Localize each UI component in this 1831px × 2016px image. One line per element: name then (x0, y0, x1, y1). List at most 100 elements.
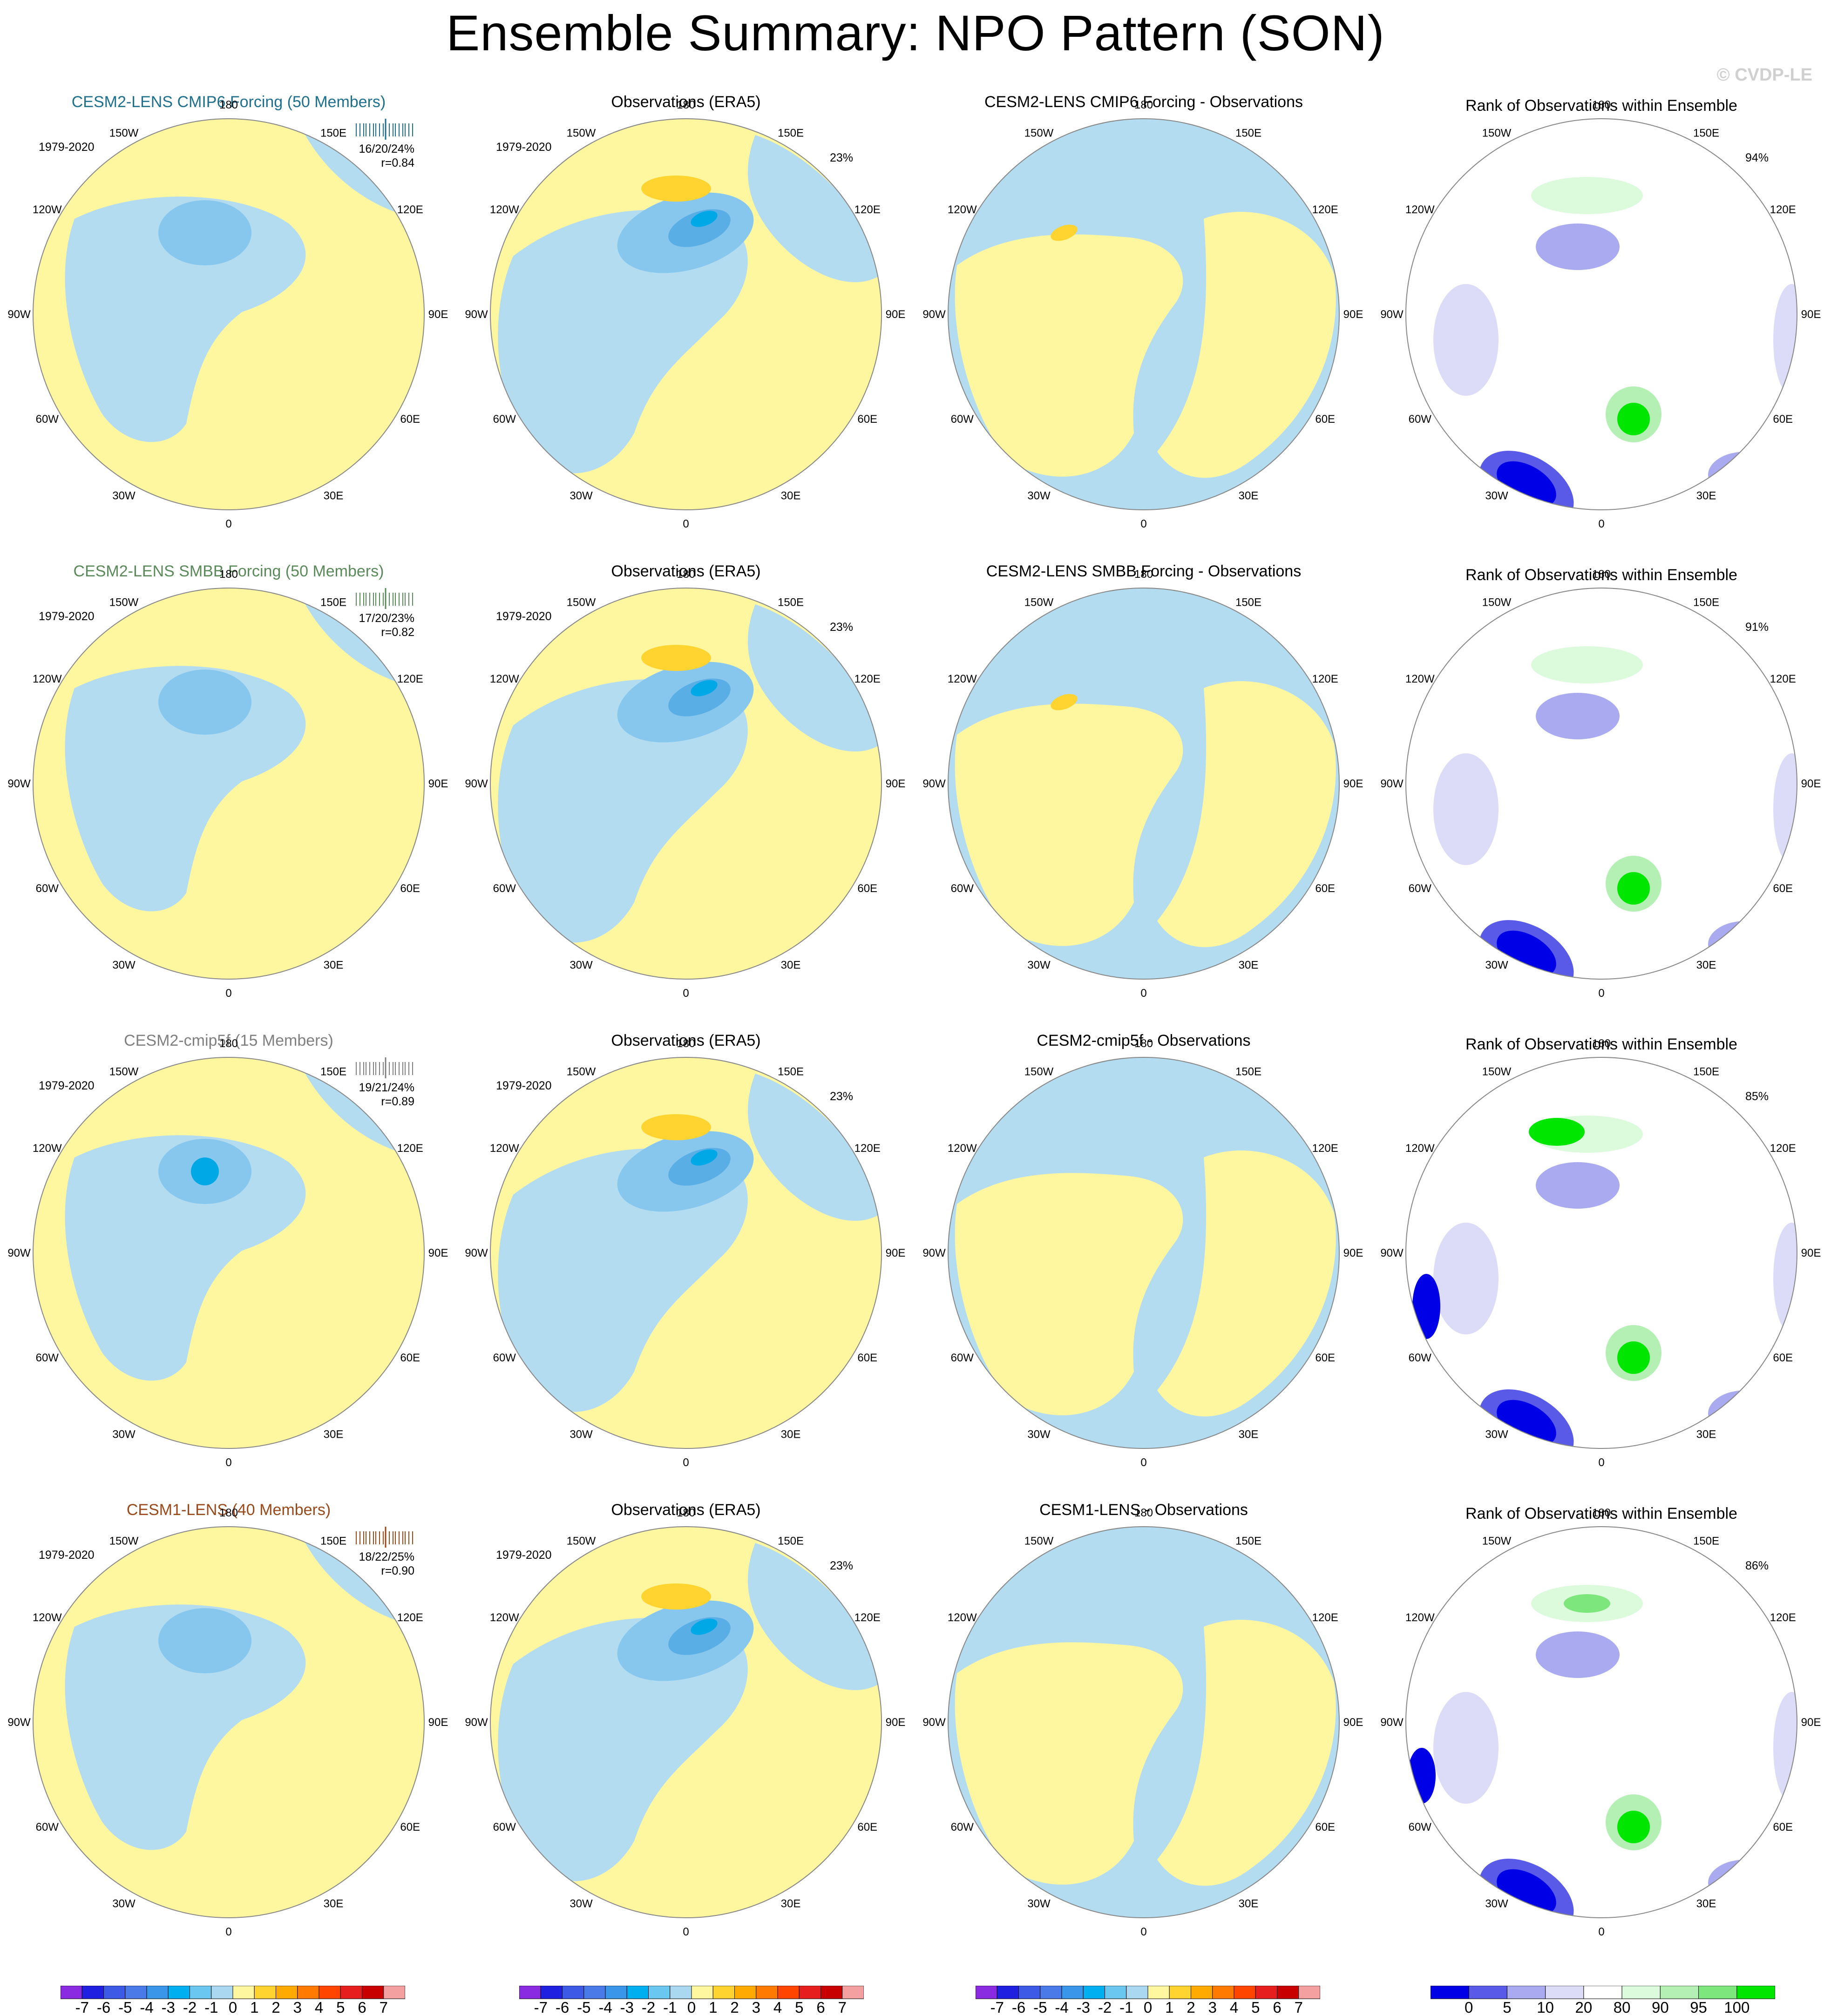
stats-pct: 16/20/24% (359, 142, 414, 156)
colorbar-swatch (1126, 1985, 1148, 1999)
lon-label: 60E (400, 1352, 420, 1364)
period-label: 1979-2020 (496, 1079, 552, 1092)
lon-label: 150E (320, 596, 346, 609)
colorbar-tick: 5 (795, 1999, 803, 2014)
colorbar-svg: -7 -6 -5 -4 -3 -2 -1 0 1 2 3 4 5 6 7 (975, 1985, 1321, 2016)
rank-region (1617, 1341, 1650, 1374)
lon-label: 90E (1343, 778, 1363, 790)
lon-label: 120W (1405, 673, 1435, 685)
lon-label: 60E (857, 1352, 877, 1364)
lon-label: 150W (109, 1535, 139, 1547)
lon-label: 60E (857, 882, 877, 895)
lon-label: 60W (1409, 882, 1432, 895)
lon-label: 30E (324, 1428, 344, 1441)
lon-label: 30W (1485, 959, 1508, 972)
lon-label: 60W (36, 1352, 59, 1364)
colorbar-tick: 2 (730, 1999, 739, 2014)
colorbar-tick: -4 (598, 1999, 612, 2014)
lon-label: 90W (922, 778, 946, 790)
panel-r1-c1: CESM2-LENS CMIP6 Forcing (50 Members) 180… (0, 79, 457, 548)
main-title: Ensemble Summary: NPO Pattern (SON) (446, 5, 1385, 61)
rank-region (1708, 1860, 1783, 1906)
colorbar-tick: 4 (1230, 1999, 1238, 2014)
lon-label: 30E (1696, 959, 1716, 972)
map-border (33, 1057, 425, 1449)
lon-label: 60E (1773, 1352, 1793, 1364)
colorbar-tick: -3 (162, 1999, 175, 2014)
lon-label: 30W (112, 1898, 136, 1910)
colorbar-tick: -6 (97, 1999, 110, 2014)
high-pressure-region (1157, 212, 1336, 478)
polar-map: 180 150E 120E 90E 60E 30E 0 30W 60W 90W 120W 150W (1380, 1037, 1821, 1469)
colorbar-tick: 0 (687, 1999, 696, 2014)
rank-region (1536, 693, 1620, 739)
stats-r: r=0.82 (381, 626, 414, 639)
colorbar-tick: 100 (1724, 1999, 1750, 2014)
panel-r3-c3: CESM2-cmip5f - Observations 180 150E 120E 90… (915, 1018, 1372, 1487)
colorbar-swatch (777, 1985, 800, 1999)
lon-label: 120E (1312, 1611, 1338, 1624)
rank-region (1773, 284, 1797, 396)
rank-region (1773, 1692, 1797, 1804)
colorbar-tick: 2 (1187, 1999, 1195, 2014)
lon-label: 90W (465, 1716, 488, 1729)
colorbar-tick: 95 (1690, 1999, 1707, 2014)
lon-label: 120E (1312, 1142, 1338, 1155)
colorbar-tick: 5 (336, 1999, 345, 2014)
lon-label: 180 (677, 1507, 695, 1519)
lon-label: 60E (400, 413, 420, 426)
colorbar-swatch (1040, 1985, 1062, 1999)
ensemble-stats: 19/21/24% r=0.89 (359, 1081, 414, 1109)
colorbar-svg: -7 -6 -5 -4 -3 -2 -1 0 1 2 3 4 5 6 7 (60, 1985, 406, 2016)
lon-label: 60E (1315, 413, 1335, 426)
low-pressure-region (747, 604, 881, 752)
polar-map: 180 150E 120E 90E 60E 30E 0 30W 60W 90W 120W 150W (7, 99, 448, 530)
rank-title: Rank of Observations within Ensemble (1465, 1505, 1737, 1522)
colorbar-swatch (1430, 1985, 1469, 1999)
lon-label: 150W (567, 1535, 596, 1547)
map-border (1405, 118, 1797, 510)
lon-label: 30W (1027, 490, 1051, 502)
period-label: 1979-2020 (39, 1549, 95, 1562)
rank-region (1531, 177, 1643, 214)
polar-map: 180 150E 120E 90E 60E 30E 0 30W 60W 90W 120W 150W (465, 1507, 905, 1938)
lon-label: 30E (1239, 959, 1259, 972)
model-title: CESM2-LENS SMBB Forcing (50 Members) (73, 562, 384, 580)
colorbar-swatch (319, 1985, 341, 1999)
lon-label: 120W (1405, 1611, 1435, 1624)
lon-label: 0 (683, 1456, 689, 1469)
colorbar-tick: 90 (1652, 1999, 1669, 2014)
rank-title: Rank of Observations within Ensemble (1465, 97, 1737, 115)
map-border (490, 1526, 882, 1918)
polar-map: 180 150E 120E 90E 60E 30E 0 30W 60W 90W 120W 150W (465, 99, 905, 530)
colorbar-tick: 5 (1251, 1999, 1260, 2014)
lon-label: 0 (683, 987, 689, 1000)
map-border (948, 1057, 1340, 1449)
lon-label: 0 (1140, 1926, 1146, 1938)
colorbar-swatch (1212, 1985, 1234, 1999)
colorbar-swatch (821, 1985, 843, 1999)
colorbar-tick: -6 (1012, 1999, 1025, 2014)
lon-label: 150E (320, 1535, 346, 1547)
lon-label: 120E (397, 203, 423, 216)
lon-label: 150W (1024, 127, 1054, 139)
rank-region (1724, 1404, 1766, 1432)
lon-label: 60E (1773, 413, 1793, 426)
polar-map: 180 150E 120E 90E 60E 30E 0 30W 60W 90W 120W 150W (7, 568, 448, 1000)
lon-label: 150E (778, 127, 804, 139)
obs-title: Observations (ERA5) (611, 1501, 761, 1519)
polar-map: 180 150E 120E 90E 60E 30E 0 30W 60W 90W 120W 150W (922, 99, 1363, 530)
panel-r2-c2: Observations (ERA5) 180 150E 120E 90E 60E 30E 0… (457, 548, 915, 1018)
map-border (33, 1526, 425, 1918)
lon-label: 180 (1134, 99, 1153, 111)
rank-pct: 85% (1745, 1090, 1769, 1103)
lon-label: 150W (109, 596, 139, 609)
rank-region (1536, 1631, 1620, 1678)
lon-label: 30W (1027, 1898, 1051, 1910)
colorbar-tick: 2 (271, 1999, 280, 2014)
rank-region (1708, 452, 1783, 498)
period-label: 1979-2020 (496, 610, 552, 623)
lon-label: 30E (781, 1898, 801, 1910)
colorbar-tick: 3 (752, 1999, 760, 2014)
